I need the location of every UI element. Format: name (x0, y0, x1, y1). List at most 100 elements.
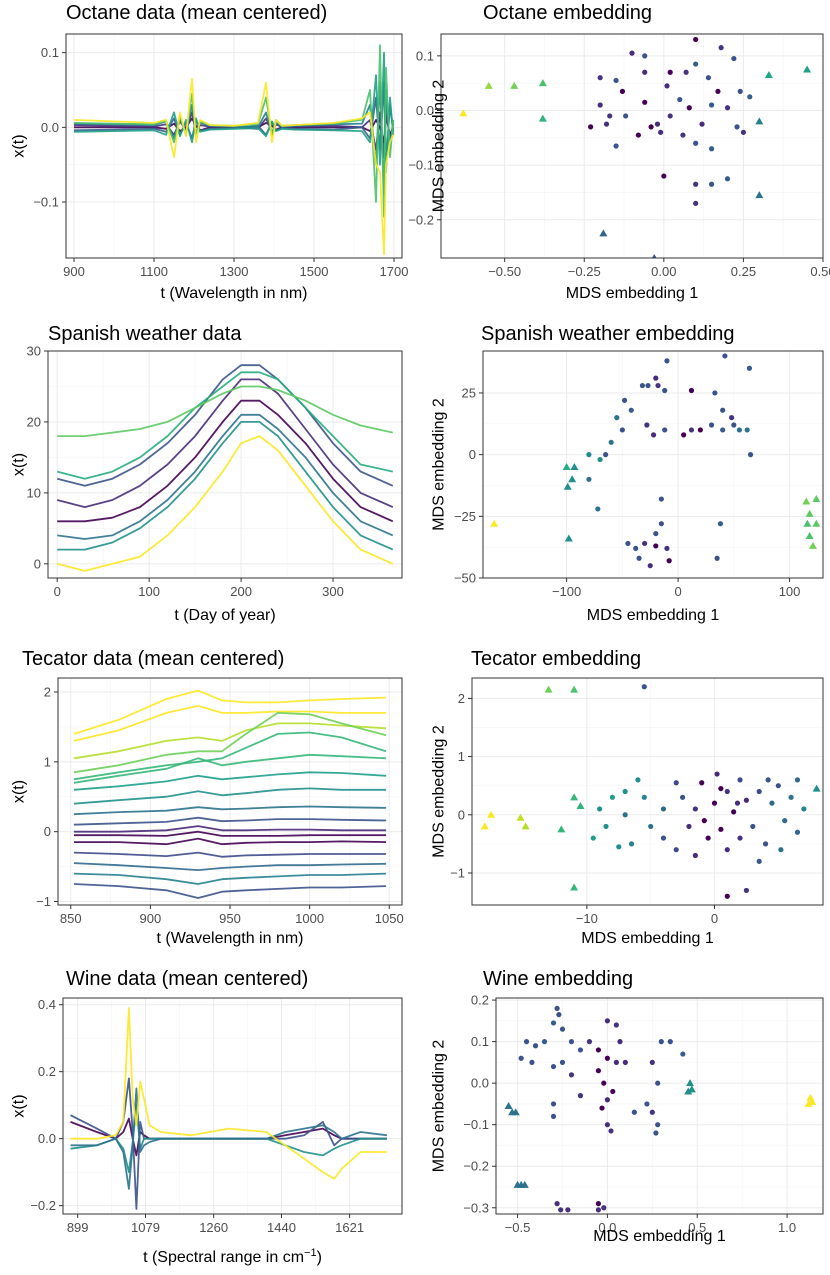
scatter-point (711, 800, 718, 806)
scatter-point-triangle (557, 825, 566, 833)
y-tick-label: −0.3 (463, 1200, 489, 1215)
x-tick-label: 0.00 (651, 264, 676, 279)
scatter-point (601, 1080, 607, 1086)
x-axis-label: t (Spectral range in cm−1) (143, 1247, 322, 1266)
scatter-point (595, 1068, 602, 1074)
scatter-point (693, 200, 699, 206)
scatter-point (622, 788, 628, 795)
scatter-point (654, 121, 661, 127)
scatter-point (693, 181, 699, 187)
scatter-point-triangle (570, 883, 579, 891)
x-tick-label: 1000 (295, 911, 324, 926)
scatter-point (664, 545, 670, 551)
weather-data-panel: 0 100 200 300 0 10 20 30 Spanish weather data t (… (10, 323, 403, 624)
scatter-point (613, 77, 619, 84)
chart-title: Spanish weather data (48, 323, 242, 345)
scatter-point (662, 427, 668, 433)
x-tick-label: 0.50 (810, 264, 830, 279)
plot-background (48, 351, 402, 578)
y-tick-label: 0.1 (41, 45, 59, 60)
scatter-point (597, 102, 603, 108)
x-axis-label: MDS embedding 1 (581, 930, 714, 947)
scatter-point-triangle (564, 534, 573, 542)
scatter-point (728, 415, 735, 421)
series-line (73, 712, 387, 774)
x-tick-label: 1500 (300, 264, 329, 279)
y-tick-label: 0.2 (471, 993, 489, 1008)
scatter-point-triangle (812, 519, 821, 527)
scatter-point-triangle (686, 1079, 695, 1087)
scatter-point (705, 75, 712, 81)
series-line (56, 435, 394, 572)
scatter-point (686, 105, 692, 111)
scatter-point (708, 181, 715, 187)
scatter-point-triangle (805, 532, 814, 540)
x-tick-label: 1260 (199, 1220, 228, 1235)
y-tick-label: −0.2 (408, 212, 434, 227)
scatter-point (629, 50, 635, 56)
scatter-point (616, 844, 622, 850)
scatter-point (554, 1005, 560, 1011)
scatter-point (664, 358, 670, 364)
data-layer (459, 36, 812, 258)
scatter-point (693, 140, 699, 146)
scatter-point (550, 1063, 557, 1070)
scatter-point (625, 540, 631, 547)
scatter-point (653, 375, 659, 381)
scatter-point (673, 780, 679, 786)
plot-border (65, 33, 403, 259)
y-tick-label: 0.0 (38, 1131, 56, 1146)
y-tick-label: −0.1 (33, 195, 59, 210)
scatter-point (737, 777, 743, 783)
y-tick-label: 0.1 (471, 1034, 489, 1049)
y-axis-label: x(t) (10, 780, 27, 803)
scatter-point (667, 1039, 673, 1045)
scatter-point (622, 812, 628, 818)
scatter-point (677, 96, 683, 103)
scatter-point-triangle (802, 497, 811, 505)
series-line (73, 51, 395, 174)
plot-border (57, 677, 403, 906)
scatter-point (577, 1047, 584, 1053)
scatter-point (597, 75, 603, 81)
scatter-point (649, 1059, 655, 1065)
scatter-point (756, 788, 762, 795)
scatter-point (619, 427, 625, 433)
scatter-point (597, 456, 603, 463)
series-line (73, 771, 387, 791)
scatter-point (635, 132, 641, 138)
scatter-point (595, 1201, 602, 1207)
scatter-point (617, 1039, 623, 1045)
y-tick-label: 0.0 (471, 1076, 489, 1091)
y-tick-label: 0.2 (38, 1064, 56, 1079)
scatter-point (642, 99, 648, 105)
scatter-point (609, 794, 616, 800)
x-tick-label: −0.25 (568, 264, 601, 279)
scatter-point (559, 1026, 566, 1032)
scatter-point (782, 818, 788, 824)
scatter-point-triangle (459, 109, 468, 117)
scatter-point (633, 545, 639, 551)
weather-emb-panel: −100 0 100 −50 −25 0 25 Spanish weather embeddi… (430, 323, 824, 624)
scatter-point (724, 788, 730, 795)
x-tick-label: 0.0 (598, 1220, 616, 1235)
scatter-point (756, 858, 762, 864)
scatter-point (613, 143, 619, 149)
scatter-point (660, 835, 667, 841)
plot-border (471, 677, 824, 906)
x-tick-label: 1.0 (778, 1220, 796, 1235)
scatter-point (614, 415, 620, 421)
scatter-point (718, 826, 724, 832)
scatter-point (641, 684, 647, 690)
scatter-point (734, 124, 740, 130)
scatter-point-triangle (562, 462, 571, 470)
series-line (73, 825, 387, 833)
scatter-point-triangle (510, 81, 519, 89)
scatter-point (724, 176, 731, 182)
scatter-point (604, 1122, 610, 1128)
scatter-point (622, 1059, 628, 1065)
scatter-point-triangle (487, 810, 496, 818)
y-tick-label: 0 (458, 807, 465, 822)
data-layer (70, 1007, 388, 1210)
scatter-point (628, 841, 635, 847)
